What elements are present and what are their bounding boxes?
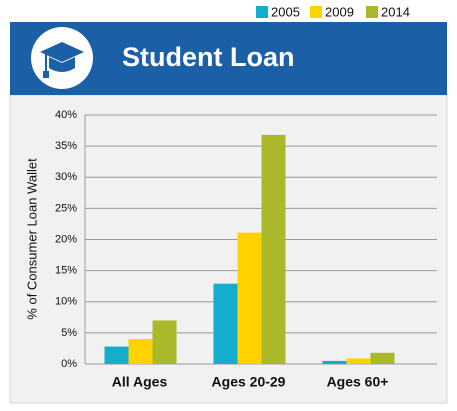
x-tick-label: All Ages (112, 374, 168, 390)
y-tick-label: 40% (55, 109, 77, 121)
chart-title: Student Loan (122, 42, 294, 72)
legend-label: 2005 (271, 4, 300, 19)
y-tick-label: 0% (61, 358, 77, 370)
y-tick-label: 15% (55, 265, 77, 277)
bar (261, 134, 286, 364)
x-tick-label: Ages 20-29 (212, 374, 286, 390)
y-tick-label: 20% (55, 233, 77, 245)
y-tick-label: 25% (55, 202, 77, 214)
y-tick-label: 30% (55, 171, 77, 183)
y-tick-label: 5% (61, 327, 77, 339)
legend-label: 2014 (381, 4, 410, 19)
y-tick-label: 35% (55, 140, 77, 152)
legend-swatch (366, 6, 378, 18)
bar (346, 358, 371, 364)
bar (152, 320, 177, 364)
legend-swatch (256, 6, 268, 18)
bar (370, 352, 395, 364)
bar (128, 339, 153, 364)
y-tick-label: 10% (55, 296, 77, 308)
bar (104, 346, 129, 364)
bar (213, 283, 238, 364)
bar (322, 360, 347, 364)
graduation-icon (31, 27, 93, 89)
x-tick-label: Ages 60+ (327, 374, 389, 390)
legend-swatch (310, 6, 322, 18)
bar (237, 232, 262, 364)
y-axis-label: % of Consumer Loan Wallet (24, 158, 39, 320)
legend-label: 2009 (325, 4, 354, 19)
